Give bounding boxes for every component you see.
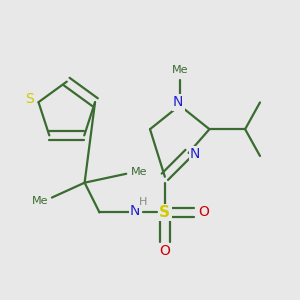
Text: N: N [190, 148, 200, 161]
Text: O: O [198, 206, 209, 219]
Text: H: H [138, 197, 147, 207]
Text: Me: Me [32, 196, 48, 206]
Text: Me: Me [172, 65, 188, 75]
Text: Me: Me [131, 167, 148, 177]
Text: O: O [159, 244, 170, 258]
Text: N: N [173, 95, 183, 110]
Text: S: S [159, 205, 170, 220]
Text: S: S [25, 92, 34, 106]
Text: N: N [130, 204, 140, 218]
